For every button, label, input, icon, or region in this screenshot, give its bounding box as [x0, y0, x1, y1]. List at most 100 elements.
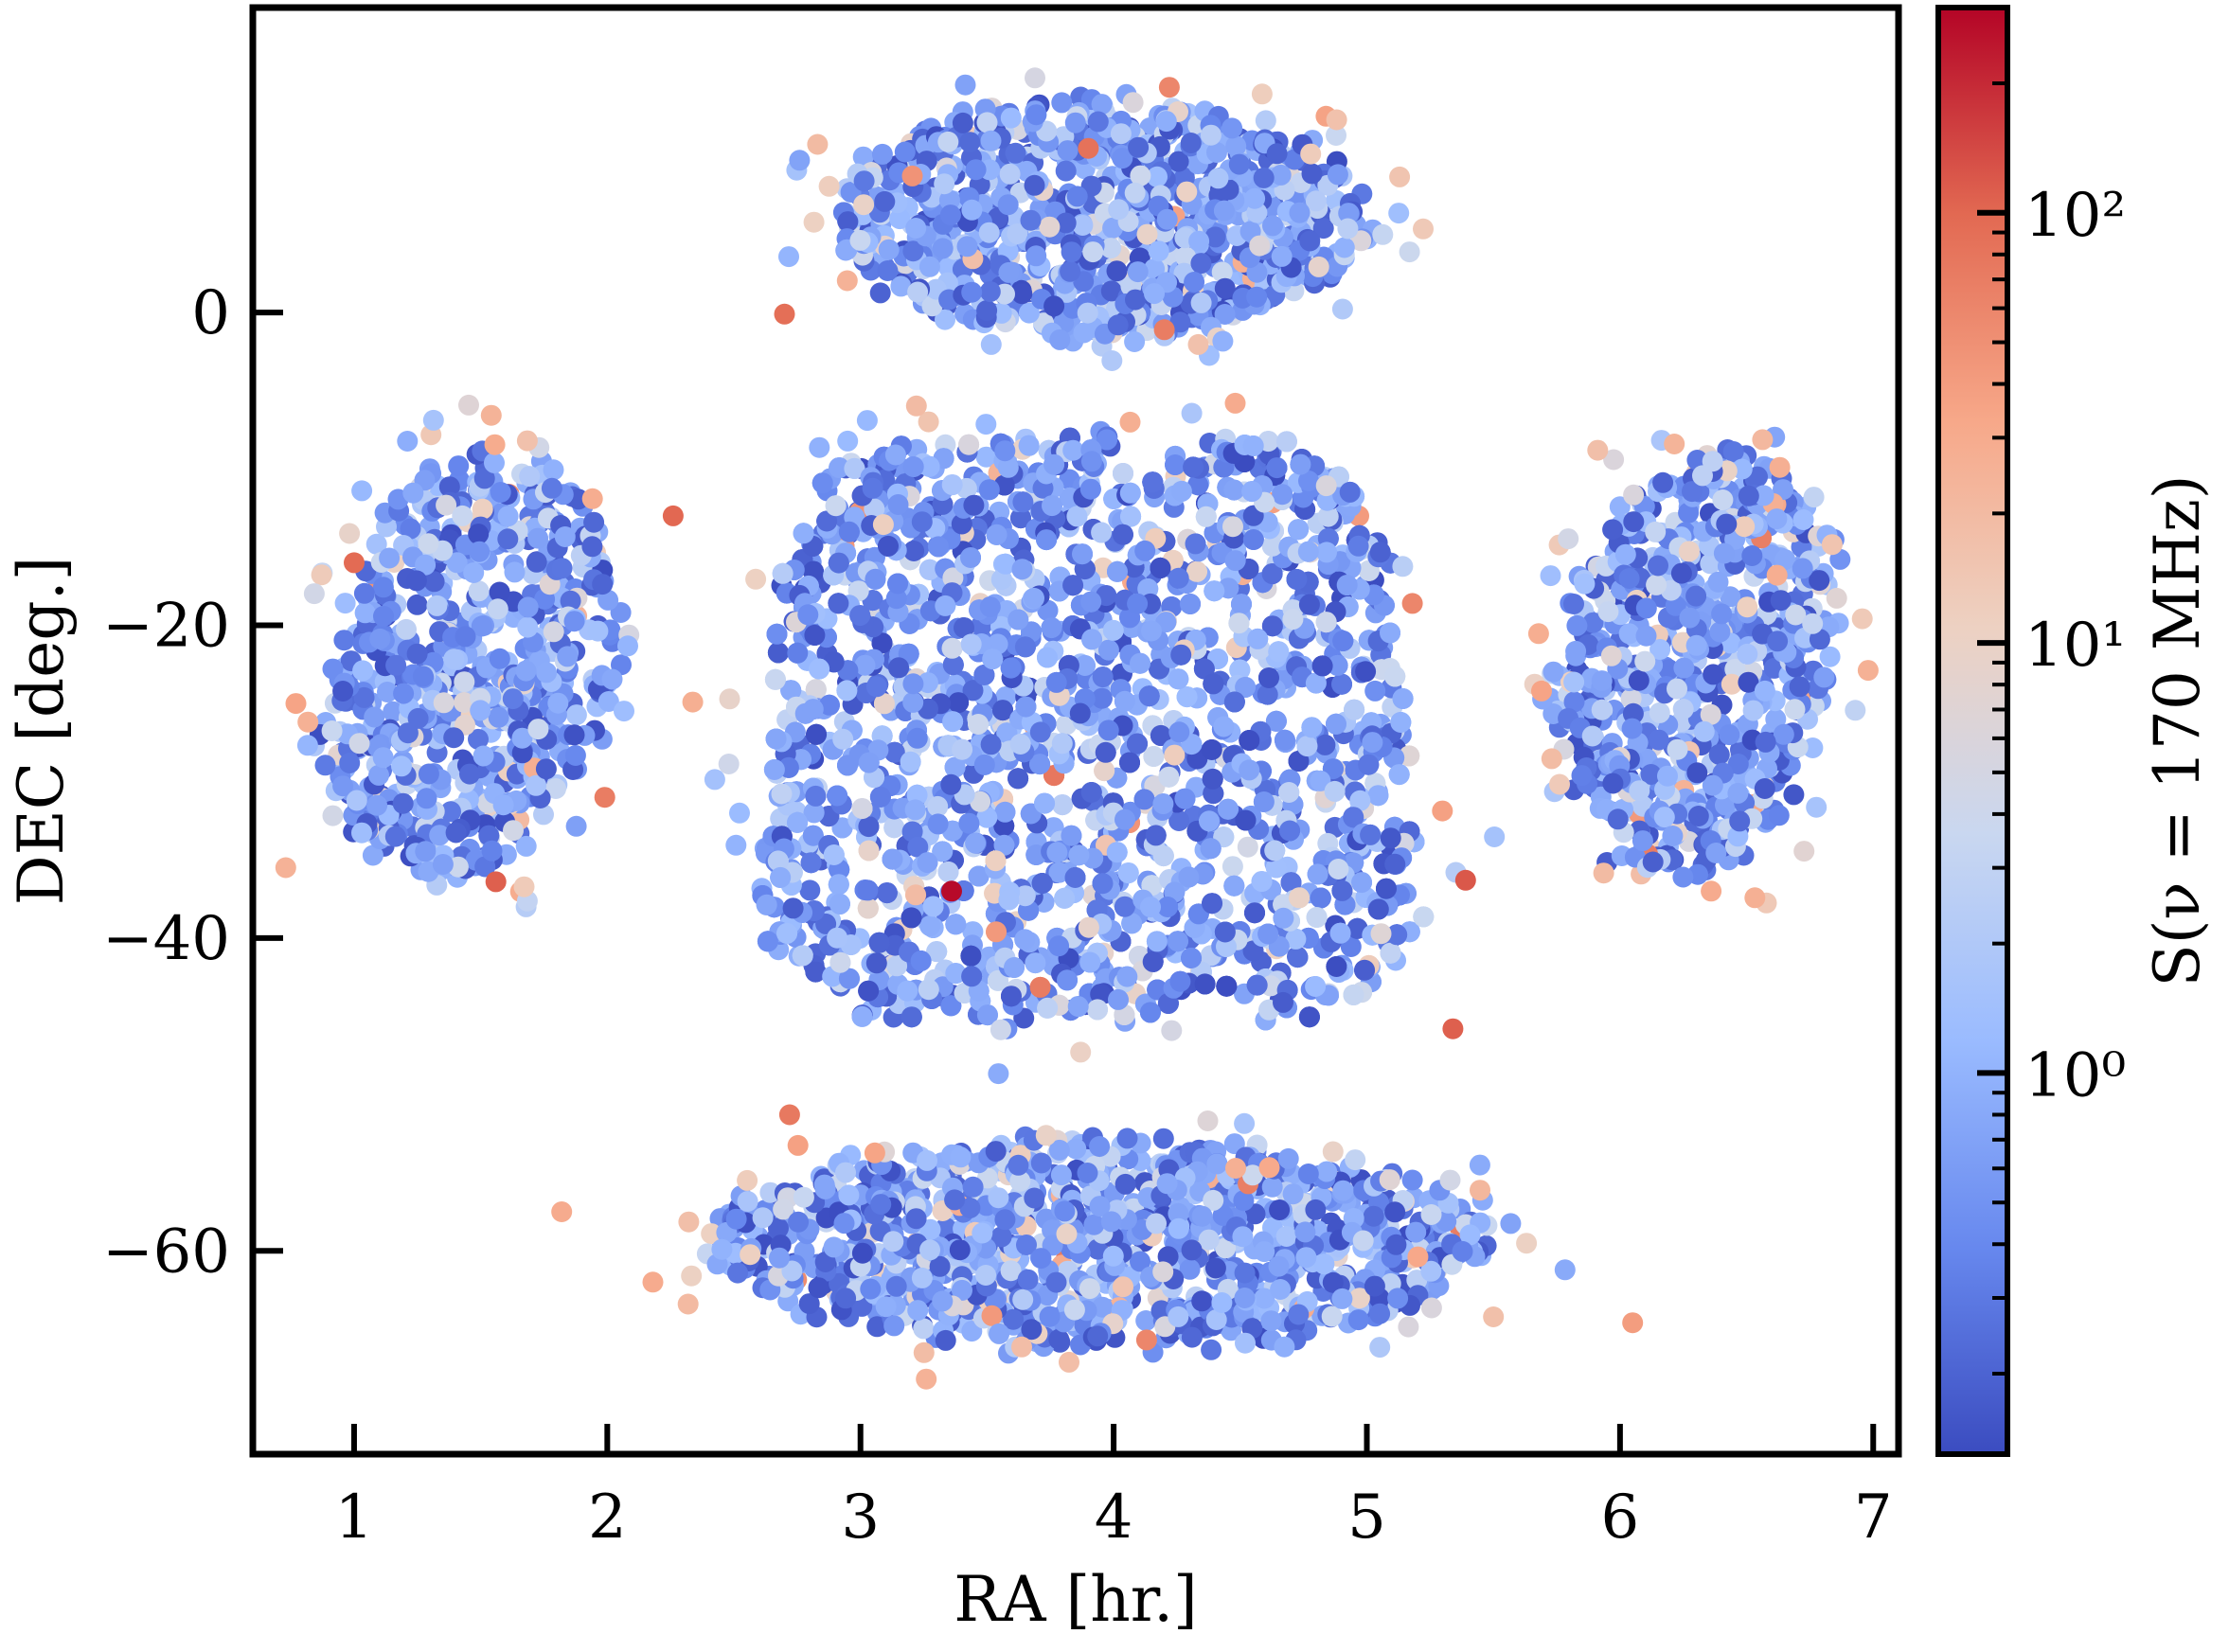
- source-point: [1005, 142, 1026, 164]
- source-point: [878, 535, 899, 557]
- source-point: [1301, 163, 1323, 185]
- source-point: [772, 562, 794, 584]
- source-point: [1000, 657, 1022, 679]
- source-point: [682, 691, 704, 713]
- source-point: [1097, 719, 1119, 741]
- source-point: [1181, 402, 1203, 424]
- source-point: [1278, 782, 1300, 803]
- source-point: [1274, 729, 1295, 751]
- source-point: [823, 844, 845, 865]
- source-point: [1018, 435, 1040, 456]
- source-point: [990, 1019, 1011, 1040]
- source-point: [1138, 685, 1160, 707]
- source-point: [1142, 471, 1164, 493]
- source-point: [978, 222, 1000, 243]
- source-point: [1080, 591, 1102, 613]
- source-point: [1078, 916, 1099, 938]
- source-point: [1307, 863, 1328, 885]
- source-point: [1119, 411, 1141, 433]
- source-point: [1326, 956, 1347, 977]
- source-point: [836, 680, 858, 702]
- source-point: [797, 604, 819, 626]
- source-point: [1225, 135, 1247, 157]
- source-point: [994, 440, 1016, 462]
- source-point: [1216, 975, 1238, 997]
- source-point: [1202, 768, 1223, 790]
- source-point: [770, 866, 792, 888]
- source-point: [1113, 463, 1133, 484]
- source-point: [1181, 948, 1203, 968]
- source-point: [1142, 950, 1164, 972]
- source-point: [1064, 867, 1086, 888]
- source-point: [922, 896, 944, 917]
- source-point: [828, 874, 849, 896]
- source-point: [1316, 542, 1337, 563]
- source-point: [1008, 609, 1029, 631]
- source-point: [1201, 739, 1222, 760]
- source-point: [1296, 736, 1318, 757]
- source-point: [1034, 792, 1056, 814]
- source-point: [849, 605, 871, 627]
- source-point: [1239, 730, 1260, 751]
- source-point: [1332, 631, 1354, 651]
- source-point: [1014, 929, 1036, 950]
- source-point: [1168, 567, 1189, 589]
- source-point: [1235, 809, 1257, 831]
- source-point: [1170, 644, 1192, 666]
- source-point: [1297, 541, 1319, 562]
- source-point: [1351, 872, 1372, 894]
- source-point: [1355, 661, 1377, 683]
- source-point: [1014, 636, 1036, 658]
- source-point: [1384, 666, 1406, 687]
- source-point: [1344, 699, 1365, 720]
- source-point: [1134, 540, 1156, 561]
- source-point: [1328, 859, 1349, 879]
- source-point: [869, 786, 891, 808]
- source-point: [800, 852, 822, 874]
- source-point: [1116, 966, 1138, 987]
- source-point: [997, 194, 1019, 216]
- source-point: [809, 658, 830, 680]
- source-point: [704, 769, 725, 790]
- source-point: [1221, 856, 1243, 878]
- source-point: [1237, 836, 1258, 858]
- source-point: [1247, 628, 1269, 649]
- source-point: [1069, 702, 1091, 724]
- source-point: [1484, 826, 1506, 847]
- source-point: [944, 756, 966, 778]
- source-point: [1094, 760, 1115, 782]
- source-point: [1046, 842, 1068, 863]
- source-point: [1169, 970, 1191, 992]
- source-point: [1127, 593, 1149, 614]
- data-points: [275, 67, 1879, 1390]
- source-point: [1214, 277, 1236, 299]
- source-point: [825, 495, 847, 517]
- source-point: [1143, 746, 1165, 767]
- source-point: [1360, 824, 1382, 845]
- source-point: [1315, 612, 1337, 633]
- source-point: [1329, 922, 1351, 944]
- source-point: [1066, 506, 1088, 527]
- source-point: [829, 951, 851, 973]
- source-point: [1241, 481, 1263, 503]
- source-point: [1326, 713, 1346, 735]
- source-point: [858, 980, 880, 1002]
- source-point: [1091, 94, 1113, 115]
- source-point: [1223, 479, 1245, 501]
- source-point: [902, 456, 924, 477]
- source-point: [1331, 879, 1353, 901]
- source-point: [965, 832, 987, 854]
- source-point: [1072, 543, 1093, 565]
- source-point: [1369, 542, 1391, 563]
- source-point: [1127, 733, 1148, 755]
- source-point: [865, 952, 887, 974]
- source-point: [1012, 491, 1034, 513]
- source-point: [897, 980, 918, 1002]
- source-point: [857, 879, 879, 901]
- source-point: [1367, 898, 1389, 920]
- source-point: [1287, 947, 1309, 968]
- source-point: [1062, 439, 1084, 461]
- source-point: [1025, 952, 1046, 974]
- source-point: [963, 494, 985, 516]
- source-point: [918, 256, 940, 277]
